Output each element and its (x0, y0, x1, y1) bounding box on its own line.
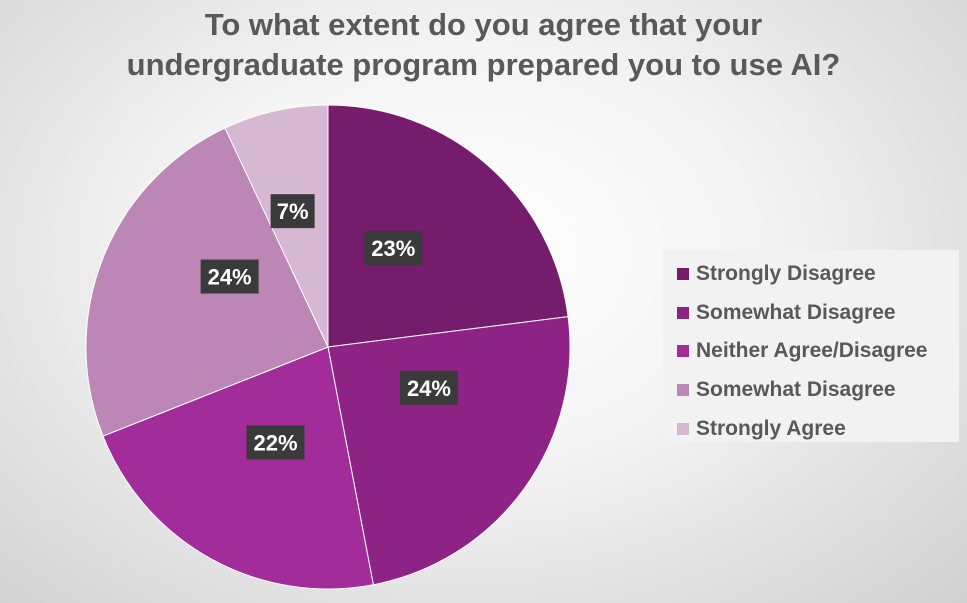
pie-slice-2[interactable] (327, 316, 571, 586)
data-label-text: 24% (208, 265, 252, 290)
legend-swatch (677, 268, 689, 281)
data-label-box (246, 425, 305, 460)
legend-item-neither-agree-disagree[interactable]: Neither Agree/Disagree (677, 332, 959, 371)
legend-item-strongly-disagree[interactable]: Strongly Disagree (677, 255, 959, 294)
data-label-box (399, 370, 458, 405)
legend-label: Neither Agree/Disagree (696, 339, 928, 363)
data-label-text: 23% (371, 236, 415, 261)
pie-data-labels: 23% 24% 22% 24% 7% (200, 194, 458, 460)
data-label-box (200, 259, 259, 294)
chart-legend: Strongly Disagree Somewhat Disagree Neit… (663, 250, 959, 442)
legend-label: Strongly Disagree (696, 262, 876, 286)
legend-swatch (677, 422, 689, 435)
legend-swatch (677, 345, 689, 358)
data-label-box (364, 231, 423, 266)
legend-swatch (677, 306, 689, 319)
pie-slice-1[interactable] (327, 104, 569, 348)
legend-swatch (677, 384, 689, 397)
chart-title-line-1: To what extent do you agree that your (204, 7, 763, 42)
data-label-box (270, 194, 315, 229)
data-label-text: 22% (254, 430, 298, 455)
legend-label: Somewhat Disagree (696, 378, 896, 402)
chart-title-line-2: undergraduate program prepared you to us… (126, 47, 841, 82)
legend-item-strongly-agree[interactable]: Strongly Agree (677, 409, 959, 448)
data-label-3: 22% (246, 425, 305, 460)
legend-item-somewhat-disagree[interactable]: Somewhat Disagree (677, 294, 959, 333)
data-label-1: 23% (364, 231, 423, 266)
legend-label: Somewhat Disagree (696, 300, 896, 324)
pie-slice-3[interactable] (102, 346, 374, 590)
data-label-text: 24% (407, 376, 451, 401)
pie-slices (85, 104, 571, 590)
data-label-5: 7% (270, 194, 315, 229)
data-label-2: 24% (399, 370, 458, 405)
data-label-text: 7% (277, 199, 309, 224)
legend-item-somewhat-disagree-2[interactable]: Somewhat Disagree (677, 371, 959, 410)
chart-title: To what extent do you agree that your un… (0, 5, 967, 85)
data-label-4: 24% (200, 259, 259, 294)
legend-label: Strongly Agree (696, 416, 846, 440)
